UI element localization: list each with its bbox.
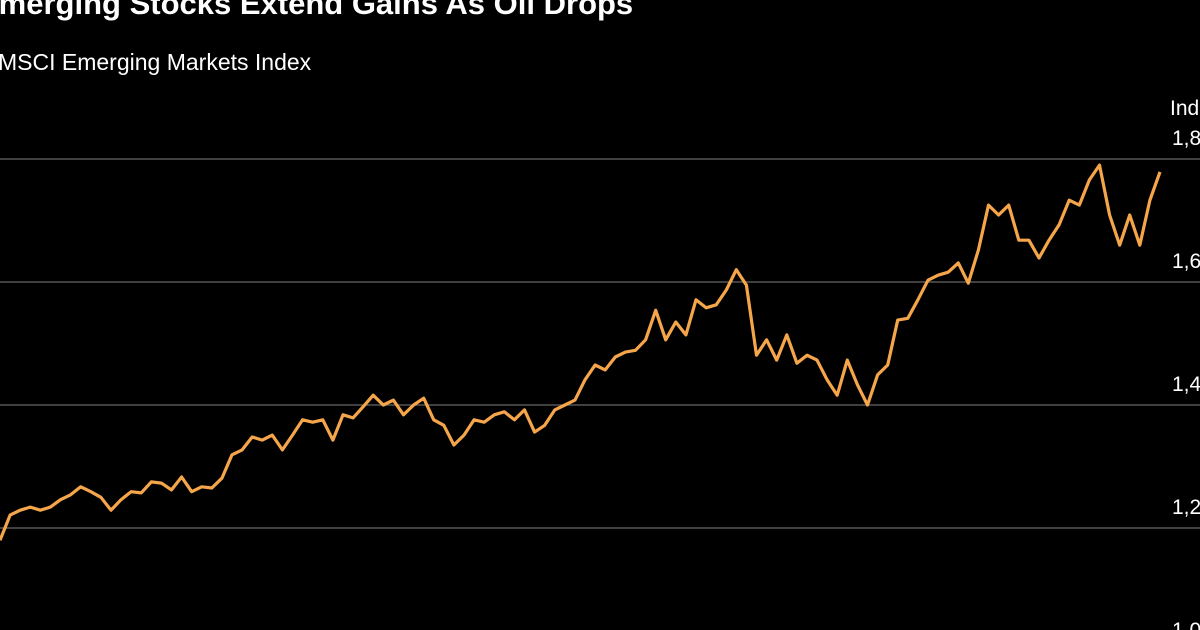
chart-subtitle: MSCI Emerging Markets Index [0, 49, 312, 75]
y-tick-label: 1,000 [1172, 619, 1200, 630]
y-tick-label: 1,600 [1172, 250, 1200, 273]
line [0, 163, 1162, 541]
chart-title: Emerging Stocks Extend Gains As Oil Drop… [0, 0, 633, 21]
y-tick-label: 1,400 [1172, 373, 1200, 396]
y-axis-label: Index [1170, 97, 1200, 120]
y-tick-label: 1,200 [1172, 496, 1200, 519]
y-tick-label: 1,800 [1172, 127, 1200, 150]
